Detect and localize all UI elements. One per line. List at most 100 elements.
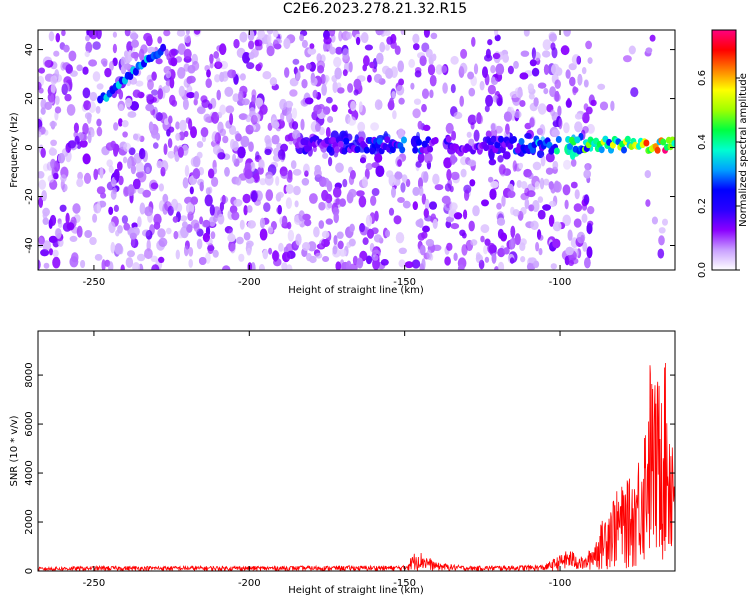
heatmap-cell <box>162 85 171 93</box>
heatmap-cell <box>158 237 168 247</box>
heatmap-cell <box>183 48 192 60</box>
heatmap-cell <box>370 195 377 206</box>
heatmap-cell <box>82 66 89 75</box>
heatmap-cell <box>478 259 485 270</box>
heatmap-cell <box>572 87 579 93</box>
heatmap-cell <box>263 202 271 213</box>
heatmap-cell <box>88 59 97 67</box>
heatmap-cell <box>321 83 327 96</box>
heatmap-cell <box>48 31 55 42</box>
heatmap-cell <box>227 233 236 243</box>
heatmap-band-cell <box>518 138 525 145</box>
heatmap-cell <box>242 193 251 204</box>
heatmap-cell <box>118 118 123 127</box>
heatmap-cell <box>44 59 54 68</box>
heatmap-cell <box>563 159 572 170</box>
heatmap-cell <box>266 30 274 35</box>
heatmap-cell <box>537 229 542 240</box>
heatmap-cell <box>295 233 302 246</box>
heatmap-cell <box>658 227 666 234</box>
heatmap-cell <box>130 164 136 175</box>
heatmap-cell <box>520 181 528 189</box>
heatmap-cell <box>421 104 427 113</box>
heatmap-cell <box>373 73 383 83</box>
heatmap-cell <box>79 139 88 148</box>
heatmap-cell <box>153 213 162 225</box>
heatmap-cell <box>423 208 429 219</box>
heatmap-cell <box>385 68 393 79</box>
heatmap-cell <box>423 171 429 183</box>
heatmap-cell <box>205 78 212 89</box>
heatmap-cell <box>285 264 293 270</box>
heatmap-cell <box>557 105 562 117</box>
heatmap-cell <box>255 97 263 107</box>
heatmap-cell <box>346 260 352 270</box>
heatmap-cell <box>151 89 159 96</box>
heatmap-cell <box>316 53 322 63</box>
heatmap-cell <box>74 135 80 145</box>
heatmap-cell <box>576 55 581 65</box>
heatmap-cell <box>221 265 231 270</box>
heatmap-cell <box>212 215 218 223</box>
heatmap-cell <box>537 82 547 89</box>
heatmap-cell <box>590 99 597 107</box>
heatmap-cell <box>488 176 494 183</box>
heatmap-band-cell <box>384 136 391 144</box>
heatmap-band-cell <box>333 146 340 154</box>
heatmap-cell <box>124 50 129 58</box>
heatmap-cell <box>372 254 379 261</box>
heatmap-cell <box>259 264 265 270</box>
heatmap-cell <box>326 181 333 192</box>
snr-frame <box>37 330 676 572</box>
heatmap-cell <box>587 206 595 215</box>
heatmap-cell <box>480 235 485 243</box>
heatmap-cell <box>337 240 344 250</box>
heatmap-cell <box>552 120 560 128</box>
heatmap-cell <box>543 178 550 186</box>
heatmap-cell <box>550 63 560 75</box>
heatmap-cell <box>430 32 438 40</box>
heatmap-cell <box>246 62 255 70</box>
heatmap-cell <box>243 231 251 241</box>
heatmap-cell <box>490 123 496 131</box>
heatmap-cell <box>533 260 540 268</box>
heatmap-cell <box>202 219 211 228</box>
heatmap-cell <box>412 186 420 196</box>
heatmap-cell <box>432 173 440 185</box>
heatmap-cell <box>450 223 460 230</box>
heatmap-cell <box>246 247 252 256</box>
heatmap-cell <box>467 71 474 80</box>
heatmap-cell <box>52 256 61 269</box>
heatmap-cell <box>380 259 389 266</box>
y-tick-label: 8000 <box>24 362 35 387</box>
heatmap-frame <box>37 29 676 271</box>
heatmap-cell <box>186 202 195 215</box>
heatmap-cell <box>313 226 320 238</box>
heatmap-band-cell <box>432 137 439 144</box>
heatmap-cell <box>573 218 582 228</box>
heatmap-cell <box>208 168 215 179</box>
heatmap-cell <box>302 242 311 251</box>
heatmap-cell <box>444 183 452 192</box>
heatmap-cell <box>519 238 527 246</box>
heatmap-cell <box>473 63 479 75</box>
heatmap-cell <box>89 91 98 102</box>
snr-y-axis-label: SNR (10 * v/v) <box>9 415 20 486</box>
heatmap-cell <box>318 220 325 229</box>
heatmap-cell <box>200 127 209 138</box>
heatmap-cell <box>346 31 352 40</box>
heatmap-cell <box>313 104 322 115</box>
heatmap-cell <box>189 186 194 195</box>
heatmap-cell <box>347 83 354 93</box>
heatmap-cell <box>597 83 606 90</box>
heatmap-cell <box>285 197 292 209</box>
heatmap-cell <box>73 122 79 133</box>
heatmap-cell <box>280 112 285 122</box>
heatmap-cell <box>367 228 374 239</box>
heatmap-cell <box>106 159 113 167</box>
heatmap-cell <box>145 230 153 240</box>
heatmap-cell <box>568 63 577 71</box>
heatmap-cell <box>551 129 560 138</box>
heatmap-cell <box>275 176 280 186</box>
heatmap-cell <box>373 234 382 243</box>
